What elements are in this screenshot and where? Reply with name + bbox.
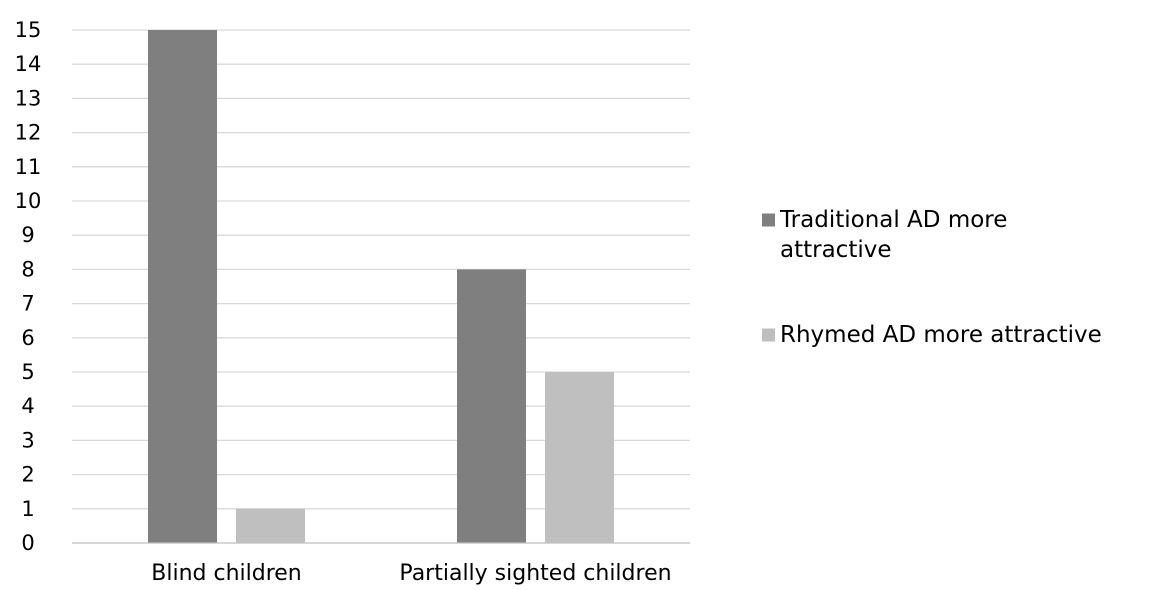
y-tick-label: 6 — [21, 326, 34, 350]
y-tick-label: 5 — [21, 360, 34, 384]
y-tick-label: 2 — [21, 463, 34, 487]
legend-label: Traditional AD more attractive — [779, 207, 1007, 263]
y-tick-label: 12 — [15, 121, 42, 145]
x-category-label: Blind children — [151, 561, 302, 586]
y-tick-label: 9 — [21, 223, 34, 247]
legend: Traditional AD more attractive Rhymed AD m… — [762, 207, 1102, 348]
legend-swatch — [762, 328, 775, 342]
y-tick-label: 4 — [21, 394, 34, 418]
bar-rhymed — [236, 508, 305, 543]
y-tick-label: 10 — [15, 189, 42, 213]
bar-traditional — [148, 30, 217, 543]
legend-label-line: Rhymed AD more attractive — [780, 322, 1102, 348]
y-tick-label: 15 — [15, 18, 42, 42]
y-tick-label: 11 — [15, 155, 42, 179]
x-category-label: Partially sighted children — [399, 561, 671, 586]
legend-label: Rhymed AD more attractive — [780, 322, 1102, 348]
y-tick-label: 8 — [21, 257, 34, 281]
y-tick-label: 1 — [21, 497, 34, 521]
y-tick-label: 7 — [21, 292, 34, 316]
legend-label-line: Traditional AD more — [779, 207, 1007, 233]
bar-rhymed — [545, 372, 614, 543]
legend-label-line: attractive — [780, 237, 892, 263]
y-tick-label: 3 — [21, 428, 34, 452]
legend-swatch — [762, 213, 775, 227]
bars — [148, 30, 614, 543]
y-tick-label: 0 — [21, 531, 34, 555]
y-tick-label: 13 — [15, 86, 42, 110]
bar-traditional — [457, 269, 526, 543]
x-axis-category-labels: Blind children Partially sighted children — [151, 561, 671, 586]
y-tick-label: 14 — [15, 52, 42, 76]
